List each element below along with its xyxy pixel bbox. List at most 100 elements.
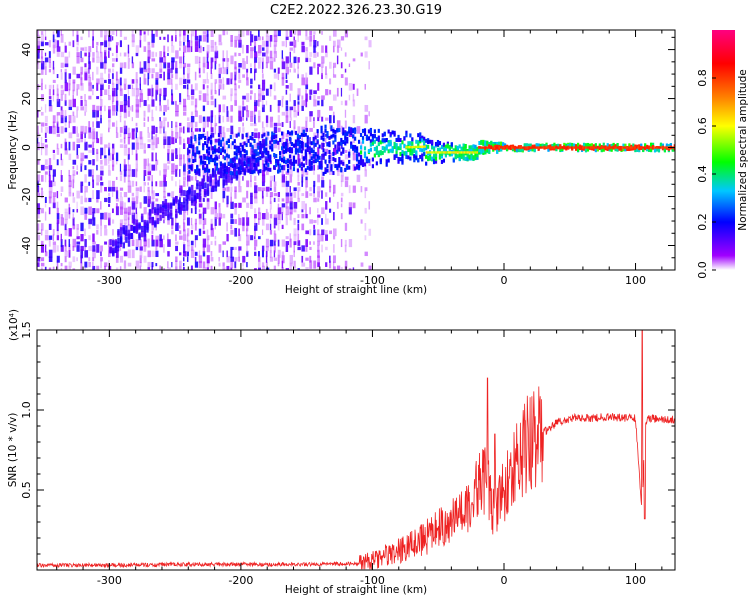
spectrogram-cell bbox=[76, 84, 80, 90]
spectrogram-cell bbox=[261, 40, 266, 47]
spectrogram-cell bbox=[155, 159, 159, 165]
spectrogram-cell bbox=[183, 170, 186, 176]
spectrogram-ridge-cell bbox=[593, 146, 595, 149]
spectrogram-cell bbox=[171, 45, 175, 53]
spectrogram-cell bbox=[179, 185, 183, 193]
spectrogram-cell bbox=[265, 208, 268, 213]
spectrogram-cell bbox=[72, 174, 75, 183]
spectrogram-cell bbox=[217, 141, 221, 146]
spectrogram-cell bbox=[135, 109, 140, 118]
spectrogram-ridge-cell bbox=[545, 146, 548, 149]
spectrogram-cell bbox=[246, 180, 250, 188]
spectrogram-cell bbox=[324, 151, 327, 156]
spectrogram-cell bbox=[297, 101, 300, 105]
spectrogram-cell bbox=[304, 143, 307, 148]
spectrogram-cell bbox=[265, 144, 269, 148]
spectrogram-cell bbox=[171, 224, 174, 230]
spectrogram-cell bbox=[222, 169, 225, 176]
spectrogram-cell bbox=[557, 143, 560, 148]
spectrogram-cell bbox=[425, 146, 428, 151]
spectrogram-cell bbox=[369, 128, 373, 133]
spectrogram-cell bbox=[210, 179, 215, 189]
spectrogram-cell bbox=[151, 181, 153, 187]
spectrogram-cell bbox=[293, 233, 297, 242]
spectrogram-cell bbox=[573, 143, 576, 148]
spectrogram-cell bbox=[96, 148, 99, 155]
spectrogram-cell bbox=[269, 243, 272, 253]
spectrogram-cell bbox=[273, 30, 277, 38]
spectrogram-cell bbox=[273, 50, 278, 59]
spectrogram-cell bbox=[226, 61, 229, 70]
spectrogram-cell bbox=[175, 154, 178, 160]
spectrogram-cell bbox=[76, 34, 79, 42]
spectrogram-cell bbox=[40, 41, 44, 47]
spectrogram-cell bbox=[80, 233, 84, 242]
spectrogram-cell bbox=[139, 35, 142, 41]
spectrogram-cell bbox=[60, 30, 62, 36]
spectrogram-ridge-cell bbox=[640, 146, 643, 149]
spectrogram-cell bbox=[360, 186, 363, 193]
spectrogram-cell bbox=[254, 40, 257, 47]
spectrogram-cell bbox=[48, 196, 52, 204]
spectrogram-cell bbox=[100, 114, 102, 124]
spectrogram-cell bbox=[309, 246, 312, 251]
spectrogram-cell bbox=[288, 159, 292, 164]
spectrogram-cell bbox=[151, 190, 155, 199]
spectrogram-cell bbox=[108, 142, 111, 150]
spectrogram-cell bbox=[159, 105, 162, 112]
spectrogram-cell bbox=[367, 136, 371, 141]
spectrogram-cell bbox=[92, 241, 96, 245]
spectrogram-cell bbox=[368, 228, 372, 236]
spectrogram-cell bbox=[143, 165, 147, 170]
spectrogram-cell bbox=[143, 186, 145, 193]
spectrogram-cell bbox=[344, 222, 348, 231]
spectrogram-cell bbox=[590, 143, 594, 148]
spectrogram-cell bbox=[238, 174, 241, 182]
spectrogram-cell bbox=[179, 225, 181, 229]
spectrogram-cell bbox=[56, 88, 59, 96]
spectrogram-cell bbox=[88, 67, 90, 74]
spectrogram-cell bbox=[352, 58, 356, 62]
spectrogram-cell bbox=[127, 44, 130, 54]
spectrogram-cell bbox=[354, 145, 357, 150]
spectrogram-cell bbox=[257, 267, 262, 270]
spectrogram-cell bbox=[127, 262, 132, 267]
spectrogram-cell bbox=[186, 251, 189, 257]
spectrogram-cell bbox=[409, 151, 412, 156]
spectrogram-cell bbox=[313, 219, 317, 224]
spectrogram-cell bbox=[206, 229, 209, 236]
spectrogram-cell bbox=[350, 144, 353, 149]
spectrogram-cell bbox=[317, 208, 319, 214]
spectrogram-cell bbox=[310, 160, 313, 165]
spectrogram-cell bbox=[305, 89, 307, 95]
spectrogram-cell bbox=[277, 142, 280, 150]
spectrogram-cell bbox=[72, 159, 77, 165]
spectrogram-cell bbox=[371, 140, 374, 145]
spectrogram-cell bbox=[317, 109, 321, 118]
spectrogram-cell bbox=[52, 79, 56, 83]
spectrogram-cell bbox=[131, 240, 135, 247]
spectrogram-cell bbox=[576, 147, 580, 152]
spectrogram-cell bbox=[230, 78, 233, 85]
spectrogram-ridge-cell bbox=[526, 146, 529, 149]
spectrogram-cell bbox=[285, 105, 289, 111]
spectrogram-cell bbox=[217, 167, 220, 174]
spectrogram-cell bbox=[267, 131, 270, 136]
spectrogram-cell bbox=[151, 33, 155, 43]
spectrogram-cell bbox=[395, 146, 398, 151]
spectrogram-cell bbox=[344, 260, 348, 269]
spectrogram-cell bbox=[582, 142, 586, 147]
spectrogram-cell bbox=[123, 174, 126, 183]
spectrogram-cell bbox=[379, 150, 382, 155]
spectrogram-cell bbox=[253, 138, 256, 143]
spectrogram-cell bbox=[325, 45, 328, 53]
spectrogram-cell bbox=[238, 116, 242, 122]
spectrogram-cell bbox=[282, 144, 286, 149]
spectrogram-cell bbox=[37, 213, 40, 219]
spectrogram-cell bbox=[235, 155, 238, 160]
spectrogram-cell bbox=[76, 133, 80, 138]
spectrogram-cell bbox=[211, 171, 215, 178]
spectrogram-cell bbox=[194, 235, 198, 241]
spectrogram-cell bbox=[242, 127, 245, 133]
spectrogram-cell bbox=[92, 249, 96, 259]
